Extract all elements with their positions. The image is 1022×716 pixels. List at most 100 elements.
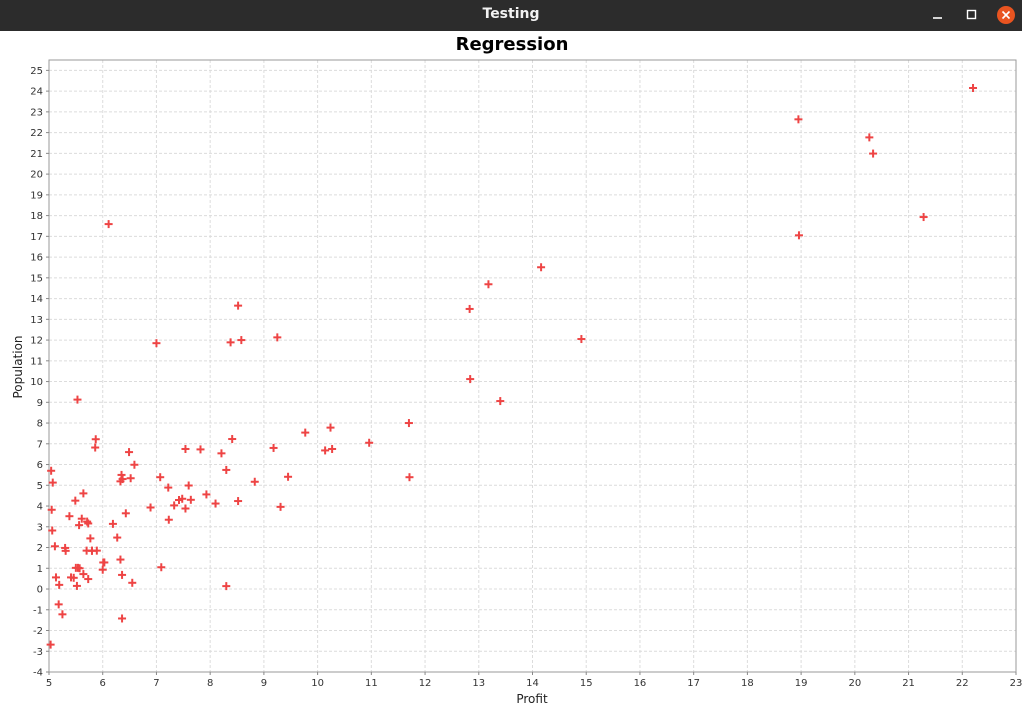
data-point [164,483,173,492]
y-tick-label: 2 [37,543,43,554]
data-point [184,481,193,490]
data-point [75,521,84,530]
chart-panel: Regression 5 6 7 8 9 10 11 12 13 14 15 16 17 18 19 20 21… [0,31,1022,716]
data-point [328,444,337,453]
minimize-icon [933,17,942,19]
data-point [234,497,243,506]
y-tick-label: 6 [37,460,43,471]
y-tick-label: 19 [30,190,43,201]
data-point [75,564,84,573]
y-tick-label: 17 [30,232,43,243]
y-tick-label: 11 [30,356,43,367]
x-tick-label: 6 [100,678,106,689]
maximize-button[interactable] [961,4,983,26]
data-point [226,338,235,347]
y-tick-label: 24 [30,87,43,98]
data-point [108,519,117,528]
data-point [121,509,130,518]
y-tick-label: 23 [30,107,43,118]
x-tick-label: 9 [261,678,267,689]
data-point [404,419,413,428]
data-point [284,472,293,481]
data-point [969,84,978,93]
data-point [152,339,161,348]
data-point [794,115,803,124]
y-tick-label: 4 [37,502,43,513]
data-point [99,558,108,567]
data-point [84,519,93,528]
x-tick-label: 15 [580,678,593,689]
data-point [77,514,86,523]
y-axis-label: Population [11,335,25,398]
minimize-button[interactable] [927,4,949,26]
y-tick-label: 25 [30,66,43,77]
close-button[interactable] [995,4,1017,26]
y-tick-label: 20 [30,170,43,181]
data-point [484,280,493,289]
axis-ticks: 5 6 7 8 9 10 11 12 13 14 15 16 17 18 19 20 21 22 23-4-3-2-… [30,66,1022,689]
x-tick-label: 7 [153,678,159,689]
grid-lines [48,60,1017,673]
data-point [51,573,60,582]
data-point [276,502,285,511]
y-tick-label: 8 [37,419,43,430]
x-tick-label: 14 [526,678,539,689]
data-point [326,423,335,432]
window-titlebar: Testing [0,0,1022,31]
data-point [170,501,179,510]
window-title: Testing [482,6,540,22]
data-point [125,448,134,457]
y-tick-label: -1 [33,605,43,616]
data-point [181,444,190,453]
data-point [118,614,127,623]
data-point [72,581,81,590]
data-point [181,504,190,513]
y-tick-label: -4 [33,668,43,679]
data-point [116,477,125,486]
x-tick-label: 23 [1010,678,1022,689]
y-tick-label: 3 [37,522,43,533]
data-point [237,336,246,345]
data-point [55,580,64,589]
data-point [228,435,237,444]
y-tick-label: 15 [30,273,43,284]
y-tick-label: 10 [30,377,43,388]
y-tick-label: -2 [33,626,43,637]
data-point [104,220,113,229]
data-point [250,477,259,486]
data-point [537,263,546,272]
data-point [91,443,100,452]
data-point [301,428,310,437]
maximize-icon [966,9,977,20]
data-points [46,84,978,649]
data-point [164,515,173,524]
data-point [84,575,93,584]
close-button-circle [997,6,1015,24]
data-point [50,542,59,551]
x-tick-label: 10 [311,678,324,689]
data-point [865,133,874,142]
data-point [73,395,82,404]
data-point [919,213,928,222]
data-point [496,397,505,406]
x-tick-label: 16 [634,678,647,689]
data-point [126,474,135,483]
scatter-chart: Regression 5 6 7 8 9 10 11 12 13 14 15 16 17 18 19 20 21… [11,34,1022,706]
y-tick-label: 12 [30,336,43,347]
data-point [58,610,67,619]
data-point [222,582,231,591]
data-point [61,543,70,552]
data-point [86,534,95,543]
y-tick-label: -3 [33,647,43,658]
data-point [118,570,127,579]
data-point [113,533,122,542]
y-tick-label: 21 [30,149,43,160]
data-point [175,496,184,505]
data-point [157,563,166,572]
data-point [79,489,88,498]
data-point [48,526,57,535]
data-point [71,496,80,505]
x-tick-label: 11 [365,678,378,689]
y-tick-label: 13 [30,315,43,326]
data-point [130,460,139,469]
